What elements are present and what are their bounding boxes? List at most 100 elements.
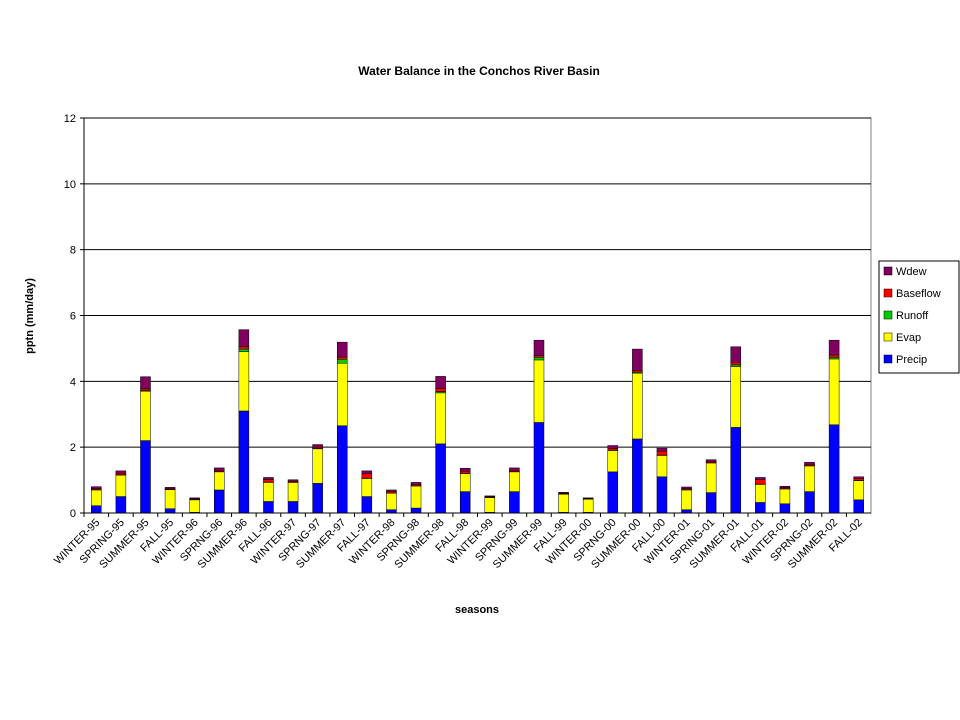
bar-baseflow-7 [263,479,274,483]
y-tick-label: 10 [64,179,76,191]
bar-wdew-4 [189,497,200,500]
bar-evap-5 [214,471,225,491]
bar-evap-8 [287,482,299,502]
legend: Wdew Baseflow Runoff Evap Precip [878,260,960,374]
legend-label-runoff: Runoff [896,310,929,322]
bar-evap-15 [459,473,471,492]
bar-precip-26 [730,427,741,514]
bar-wdew-6 [238,329,250,348]
bar-wdew-7 [263,477,274,480]
bar-precip-13 [410,507,422,514]
bar-evap-1 [115,474,127,497]
bar-wdew-11 [361,470,373,475]
bar-wdew-23 [656,447,668,452]
y-tick-label: 8 [70,245,76,257]
bar-baseflow-27 [755,479,766,485]
bar-precip-28 [779,503,791,514]
bar-baseflow-23 [656,450,668,456]
y-tick-label: 12 [64,113,76,125]
bar-evap-7 [263,482,274,502]
bar-wdew-30 [828,339,840,356]
bar-evap-19 [558,493,569,513]
bar-evap-17 [509,471,520,492]
bar-wdew-9 [312,444,323,448]
legend-swatch-wdew [883,266,893,276]
bar-precip-11 [361,496,373,514]
bar-precip-27 [755,502,766,514]
y-axis-label: pptn (mm/day) [24,278,36,354]
bar-wdew-3 [164,487,176,489]
bar-wdew-22 [632,348,643,371]
bar-precip-1 [115,496,127,514]
bars [91,329,864,514]
bar-evap-18 [533,359,545,423]
bar-wdew-18 [533,339,545,356]
bar-precip-0 [91,505,102,514]
bar-wdew-1 [115,470,127,474]
bar-wdew-0 [91,486,102,489]
bar-wdew-10 [336,341,348,358]
bar-evap-9 [312,448,323,484]
bar-evap-4 [189,499,200,513]
legend-label-baseflow: Baseflow [896,288,941,300]
bar-evap-3 [164,489,176,509]
y-tick-label: 6 [70,311,76,323]
bar-precip-25 [705,492,717,514]
bar-runoff-6 [238,348,250,352]
bar-baseflow-10 [336,356,348,360]
chart-title: Water Balance in the Conchos River Basin [358,64,600,78]
bar-precip-22 [632,438,643,514]
legend-swatch-precip [883,354,893,364]
bar-precip-21 [607,471,619,514]
legend-swatch-evap [883,332,893,342]
bar-precip-3 [164,508,176,514]
bar-wdew-24 [681,486,692,489]
bar-evap-25 [705,462,717,493]
bar-baseflow-30 [828,354,840,358]
bar-evap-22 [632,372,643,440]
bar-precip-6 [238,410,250,514]
bar-baseflow-14 [435,388,446,392]
bar-precip-29 [804,491,815,514]
bar-evap-2 [140,390,151,441]
bar-evap-23 [656,455,668,478]
bar-wdew-12 [386,489,397,492]
bar-evap-12 [386,493,397,510]
bar-wdew-29 [804,462,815,465]
bar-precip-5 [214,489,225,514]
legend-box [878,260,960,374]
bar-evap-14 [435,392,446,445]
bar-wdew-27 [755,477,766,481]
bar-baseflow-6 [238,346,250,350]
bar-evap-6 [238,351,250,412]
bar-wdew-26 [730,346,741,363]
bar-wdew-21 [607,445,619,449]
bar-precip-2 [140,440,151,514]
bar-evap-26 [730,366,741,428]
bar-precip-30 [828,424,840,514]
bar-wdew-31 [853,476,864,480]
bar-precip-31 [853,499,864,514]
bar-evap-30 [828,358,840,426]
bar-wdew-5 [214,467,225,471]
y-tick-label: 2 [70,442,76,454]
bar-wdew-17 [509,467,520,471]
bar-wdew-2 [140,376,151,390]
bar-wdew-25 [705,459,717,462]
bar-wdew-16 [484,495,496,497]
bar-runoff-10 [336,359,348,364]
bar-precip-7 [263,501,274,514]
bar-precip-8 [287,501,299,514]
bar-evap-20 [582,498,594,513]
bar-baseflow-26 [730,361,741,366]
bar-evap-11 [361,478,373,497]
y-axis-ticks: 0 2 4 6 8 10 12 [64,113,84,520]
bar-evap-31 [853,480,864,501]
bar-wdew-15 [459,467,471,472]
bar-evap-28 [779,488,791,505]
bar-precip-10 [336,425,348,514]
x-axis-label: seasons [455,604,499,616]
bar-precip-23 [656,476,668,514]
bar-evap-27 [755,484,766,503]
